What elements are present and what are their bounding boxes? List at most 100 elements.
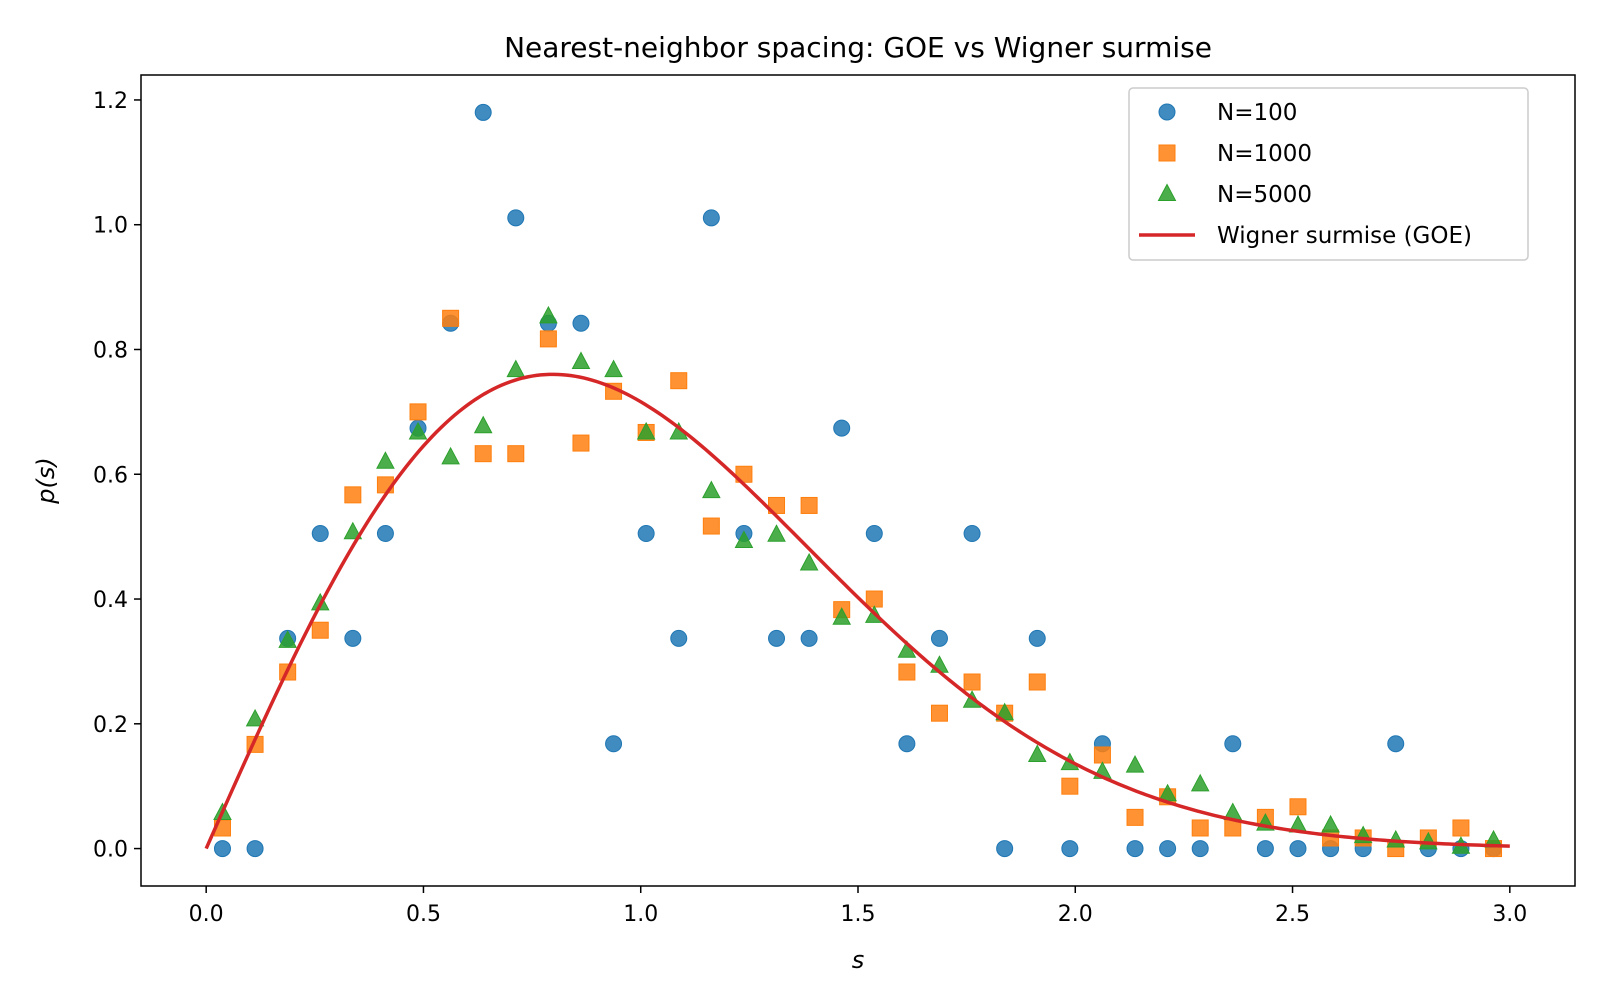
- data-point: [604, 359, 623, 378]
- legend-marker: [1157, 183, 1177, 201]
- data-point: [474, 445, 492, 463]
- data-point: [670, 372, 688, 390]
- data-point: [409, 403, 427, 421]
- data-point: [800, 629, 818, 647]
- y-tick-label: 1.2: [93, 89, 128, 114]
- x-tick-label: 0.0: [189, 902, 224, 927]
- chart-title: Nearest-neighbor spacing: GOE vs Wigner …: [504, 31, 1212, 64]
- legend-label: Wigner surmise (GOE): [1217, 223, 1472, 249]
- data-point: [572, 434, 590, 452]
- data-point: [1452, 819, 1470, 837]
- data-point: [571, 351, 591, 369]
- data-point: [1061, 777, 1079, 795]
- legend-label: N=5000: [1217, 182, 1312, 208]
- data-point: [1191, 840, 1209, 858]
- data-point: [1125, 755, 1145, 773]
- legend-label: N=1000: [1217, 141, 1312, 167]
- data-point: [637, 525, 655, 543]
- data-point: [702, 209, 720, 227]
- data-point: [734, 530, 754, 549]
- data-point: [898, 735, 916, 753]
- data-point: [246, 840, 264, 858]
- data-point: [539, 305, 558, 324]
- data-point: [245, 708, 265, 727]
- data-point: [1289, 840, 1307, 858]
- data-point: [376, 451, 395, 469]
- legend-marker: [1158, 103, 1176, 121]
- data-point: [1191, 819, 1209, 837]
- y-tick-label: 0.6: [93, 463, 128, 488]
- data-point: [702, 517, 720, 535]
- legend: N=100 N=1000 N=5000 Wigner surmise (GOE): [1128, 87, 1529, 261]
- data-point: [344, 486, 362, 504]
- data-point: [1387, 735, 1405, 753]
- data-point: [768, 496, 786, 514]
- data-point: [865, 590, 883, 608]
- data-point: [311, 621, 329, 639]
- x-tick-label: 2.0: [1058, 902, 1093, 927]
- legend-marker: [1158, 144, 1176, 162]
- data-point: [343, 521, 363, 540]
- data-point: [898, 663, 916, 681]
- legend-box: [1128, 87, 1529, 261]
- data-point: [1224, 735, 1242, 753]
- x-tick-label: 3.0: [1492, 902, 1527, 927]
- data-point: [768, 629, 786, 647]
- data-point: [1093, 746, 1111, 764]
- data-point: [539, 330, 557, 348]
- data-point: [832, 607, 852, 625]
- y-axis: 0.0 0.2 0.4 0.6 0.8 1.0 1.2: [93, 89, 141, 863]
- data-point: [442, 309, 460, 327]
- x-tick-label: 1.0: [623, 902, 658, 927]
- x-tick-label: 2.5: [1275, 902, 1310, 927]
- data-point: [213, 840, 231, 858]
- x-tick-label: 1.5: [841, 902, 876, 927]
- data-point: [636, 421, 656, 440]
- series-n-1000: [213, 309, 1503, 858]
- x-axis: 0.0 0.5 1.0 1.5 2.0 2.5 3.0: [189, 886, 1527, 927]
- data-point: [930, 629, 948, 647]
- y-tick-label: 0.4: [93, 588, 128, 613]
- data-point: [376, 525, 394, 543]
- data-point: [506, 359, 526, 378]
- data-point: [963, 673, 981, 691]
- data-point: [1061, 840, 1079, 858]
- data-point: [996, 840, 1014, 858]
- x-tick-label: 0.5: [406, 902, 441, 927]
- data-point: [278, 630, 297, 648]
- y-axis-label: p(s): [32, 457, 60, 504]
- y-tick-label: 0.8: [93, 338, 128, 363]
- data-point: [473, 415, 493, 434]
- data-point: [1159, 840, 1177, 858]
- y-tick-label: 0.2: [93, 713, 128, 738]
- data-point: [865, 525, 883, 543]
- plot-area: [204, 103, 1510, 858]
- series-n-5000: [213, 305, 1503, 854]
- data-point: [408, 421, 428, 440]
- data-point: [963, 525, 981, 543]
- data-point: [767, 524, 786, 542]
- data-point: [507, 445, 525, 463]
- data-point: [311, 525, 329, 543]
- data-point: [605, 735, 623, 753]
- data-point: [1321, 814, 1340, 833]
- data-point: [1126, 808, 1144, 826]
- data-point: [1256, 840, 1274, 858]
- data-point: [670, 629, 688, 647]
- data-point: [572, 314, 590, 332]
- wigner-surmise-curve: [204, 372, 1510, 850]
- x-axis-label: s: [852, 946, 865, 974]
- data-point: [344, 629, 362, 647]
- data-point: [1126, 840, 1144, 858]
- data-point: [474, 103, 492, 121]
- data-point: [930, 704, 948, 722]
- data-point: [702, 480, 721, 499]
- data-point: [799, 552, 819, 571]
- y-tick-label: 0.0: [93, 838, 128, 863]
- data-point: [1027, 744, 1047, 762]
- data-point: [1289, 798, 1307, 816]
- data-point: [1190, 773, 1210, 792]
- data-point: [1028, 673, 1046, 691]
- data-point: [1028, 629, 1046, 647]
